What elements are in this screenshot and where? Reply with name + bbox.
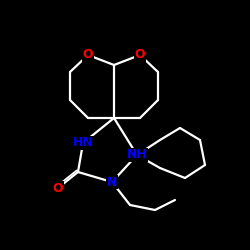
Text: O: O [135, 48, 145, 62]
Text: NH: NH [127, 148, 148, 162]
Text: O: O [83, 48, 93, 62]
Text: HN: HN [72, 136, 94, 149]
Text: N: N [107, 176, 117, 188]
Text: O: O [53, 182, 63, 194]
